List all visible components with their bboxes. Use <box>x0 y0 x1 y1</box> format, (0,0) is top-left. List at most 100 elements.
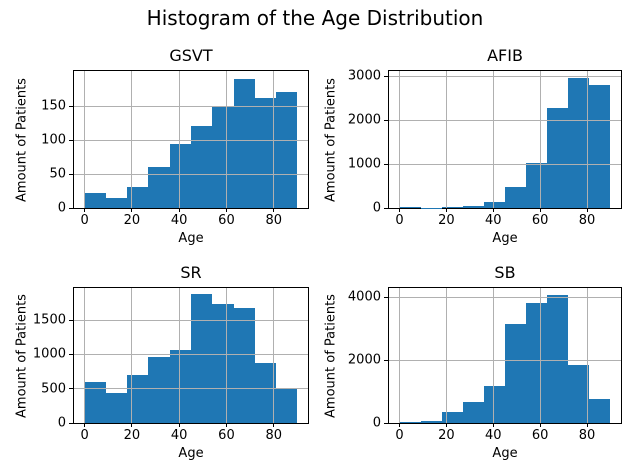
histogram-bar <box>127 186 149 208</box>
subplot-afib: AFIB Amount of Patients Age 0 20 40 60 80 0 10… <box>324 46 622 246</box>
tick-mark <box>384 359 388 361</box>
x-tick-label: 20 <box>123 213 141 228</box>
gridline <box>84 288 86 423</box>
gridline <box>399 288 401 423</box>
y-axis-label: Amount of Patients <box>14 293 30 418</box>
gridline <box>178 288 180 423</box>
x-axis-label: Age <box>178 231 204 246</box>
tick-mark <box>131 423 133 427</box>
gridline <box>131 71 133 208</box>
histogram-bar <box>505 187 527 208</box>
gridline <box>586 71 588 208</box>
x-tick-label: 0 <box>395 428 404 443</box>
tick-mark <box>384 296 388 298</box>
gridline <box>178 71 180 208</box>
histogram-bar <box>148 167 170 208</box>
histogram-bar <box>254 98 277 208</box>
y-tick-label: 500 <box>41 381 66 397</box>
gridline <box>539 288 541 423</box>
tick-mark <box>69 319 73 321</box>
y-tick-label: 0 <box>372 200 381 216</box>
tick-mark <box>69 388 73 390</box>
histogram-bar <box>589 85 611 208</box>
gridline <box>445 71 447 208</box>
y-tick-label: 4000 <box>347 289 381 305</box>
histogram-bar <box>547 107 569 208</box>
histogram-bar <box>84 381 106 423</box>
subplot-title: SB <box>494 263 516 282</box>
tick-mark <box>69 422 73 424</box>
tick-mark <box>445 423 447 427</box>
histogram-bar <box>568 365 590 423</box>
histogram-bar <box>589 398 611 423</box>
tick-mark <box>492 208 494 212</box>
tick-mark <box>69 173 73 175</box>
x-tick-label: 40 <box>170 213 188 228</box>
histogram-bar <box>505 324 527 423</box>
gridline <box>389 163 621 165</box>
histogram-bar <box>483 385 505 423</box>
histogram-bar <box>483 201 505 208</box>
tick-mark <box>225 423 227 427</box>
tick-mark <box>69 105 73 107</box>
histogram-bar <box>254 363 277 423</box>
gridline <box>492 71 494 208</box>
tick-mark <box>586 423 588 427</box>
tick-mark <box>445 208 447 212</box>
figure-title: Histogram of the Age Distribution <box>146 6 484 30</box>
gridline <box>539 71 541 208</box>
gridline <box>225 71 227 208</box>
tick-mark <box>399 423 401 427</box>
histogram-bar <box>191 294 213 423</box>
x-tick-label: 60 <box>218 428 235 443</box>
x-tick-label: 20 <box>438 428 455 443</box>
tick-mark <box>492 423 494 427</box>
tick-mark <box>384 119 388 121</box>
y-tick-label: 100 <box>41 132 66 148</box>
gridline <box>273 71 275 208</box>
subplot-gsvt: GSVT Amount of Patients Age 0 20 40 60 80 0 50… <box>15 46 309 246</box>
y-tick-label: 1000 <box>32 346 66 362</box>
x-tick-label: 20 <box>123 428 141 443</box>
tick-mark <box>225 208 227 212</box>
histogram-bar <box>105 392 128 423</box>
histogram-bar <box>441 206 463 208</box>
y-tick-label: 2000 <box>347 112 381 128</box>
tick-mark <box>384 163 388 165</box>
y-tick-label: 3000 <box>347 68 381 84</box>
histogram-bar <box>169 350 191 423</box>
x-tick-label: 80 <box>578 428 596 443</box>
histogram-bar <box>148 356 170 423</box>
tick-mark <box>273 208 275 212</box>
histogram-bar <box>127 375 149 423</box>
histogram-bar <box>276 92 298 208</box>
x-tick-label: 0 <box>395 213 404 228</box>
y-tick-label: 1500 <box>32 312 66 328</box>
tick-mark <box>69 353 73 355</box>
histogram-bar <box>526 302 548 423</box>
gridline <box>74 139 308 141</box>
tick-mark <box>178 423 180 427</box>
y-tick-label: 1000 <box>347 156 381 172</box>
gridline <box>74 173 308 175</box>
x-axis-label: Age <box>492 446 518 461</box>
gridline <box>273 288 275 423</box>
gridline <box>389 296 621 298</box>
y-tick-label: 2000 <box>347 352 381 368</box>
gridline <box>131 288 133 423</box>
histogram-bar <box>212 304 234 423</box>
gridline <box>389 359 621 361</box>
tick-mark <box>539 423 541 427</box>
histogram-bar <box>420 420 442 423</box>
y-axis-label: Amount of Patients <box>14 77 30 202</box>
y-tick-label: 150 <box>41 98 66 114</box>
histogram-bar <box>462 205 484 208</box>
histogram-bar <box>191 125 213 208</box>
histogram-bar <box>568 78 590 208</box>
histogram-bar <box>233 79 255 208</box>
x-tick-label: 40 <box>170 428 188 443</box>
tick-mark <box>273 423 275 427</box>
x-tick-label: 80 <box>578 213 596 228</box>
y-tick-label: 50 <box>49 166 66 182</box>
